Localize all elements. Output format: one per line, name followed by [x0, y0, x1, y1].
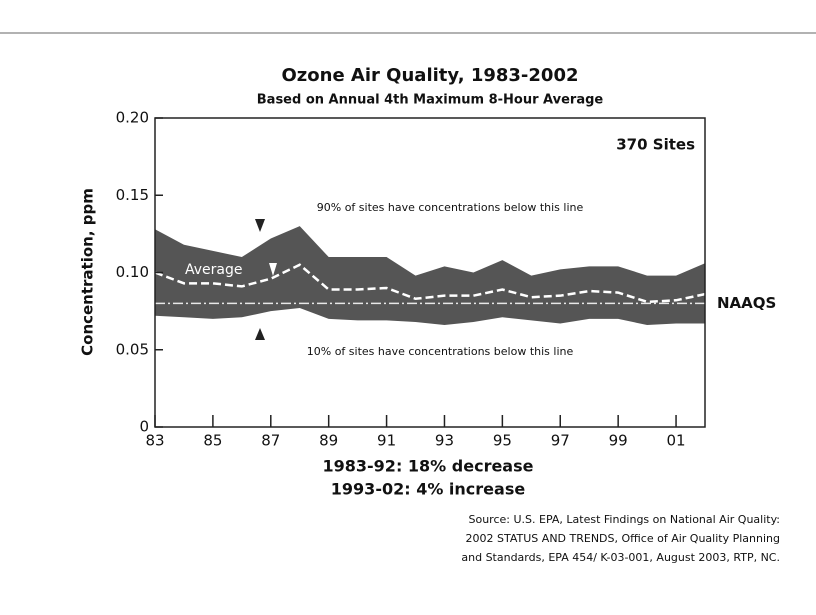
y-tick-label: 0: [139, 418, 149, 436]
y-tick-label: 0.15: [116, 186, 149, 204]
y-tick-label: 0.05: [116, 340, 149, 358]
sites-label: 370 Sites: [616, 136, 695, 154]
x-tick-label: 89: [319, 432, 338, 450]
source-line: Source: U.S. EPA, Latest Findings on Nat…: [468, 513, 780, 526]
x-tick-label: 97: [551, 432, 570, 450]
arrow: [255, 219, 265, 232]
naaqs-label: NAAQS: [717, 294, 776, 312]
x-tick-label: 83: [145, 432, 164, 450]
lower-area: [155, 308, 705, 427]
source-line: 2002 STATUS AND TRENDS, Office of Air Qu…: [466, 532, 780, 545]
x-tick-label: 87: [261, 432, 280, 450]
source-line: and Standards, EPA 454/ K-03-001, August…: [461, 551, 780, 564]
y-tick-label: 0.20: [116, 109, 149, 127]
x-tick-label: 01: [667, 432, 686, 450]
upper-label: 90% of sites have concentrations below t…: [317, 201, 584, 214]
x-tick-label: 91: [377, 432, 396, 450]
average-label: Average: [185, 262, 243, 278]
y-tick-label: 0.10: [116, 263, 149, 281]
arrow: [269, 263, 277, 276]
trend-note: 1993-02: 4% increase: [331, 480, 526, 499]
chart-title: Ozone Air Quality, 1983-2002: [282, 65, 579, 86]
lower-label: 10% of sites have concentrations below t…: [307, 345, 574, 358]
average-line: [154, 263, 706, 304]
y-axis-label: Concentration, ppm: [79, 188, 97, 356]
chart-subtitle: Based on Annual 4th Maximum 8-Hour Avera…: [257, 93, 604, 108]
x-tick-label: 93: [435, 432, 454, 450]
x-tick-label: 85: [203, 432, 222, 450]
x-tick-label: 95: [493, 432, 512, 450]
x-tick-label: 99: [609, 432, 628, 450]
trend-note: 1983-92: 18% decrease: [323, 457, 534, 476]
arrow: [255, 328, 265, 340]
